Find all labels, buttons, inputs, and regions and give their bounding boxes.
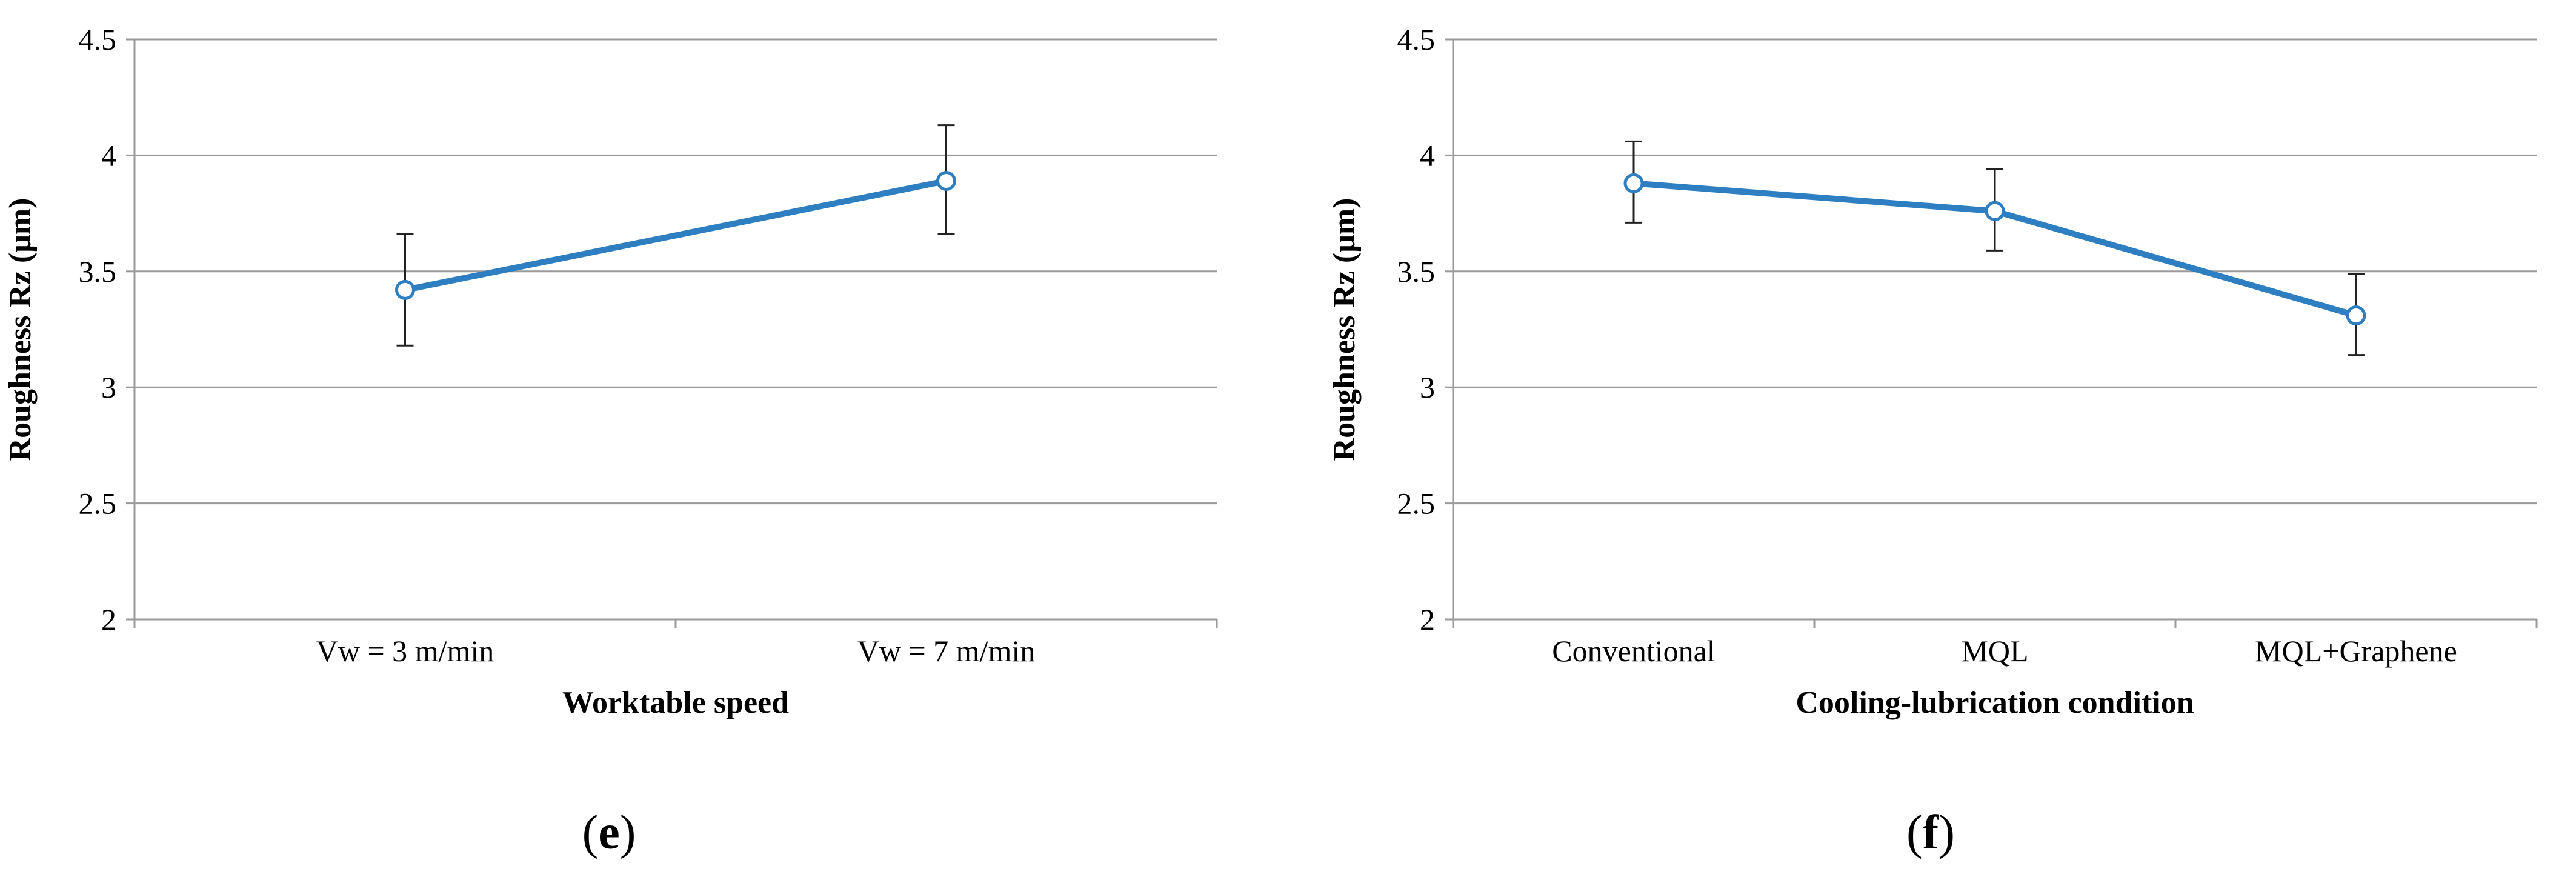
- x-tick-label: Vw = 7 m/min: [857, 634, 1035, 668]
- y-tick-label: 3: [101, 370, 116, 404]
- panel-label-letter: e: [598, 806, 620, 859]
- chart-panel-e: 2 2.5 3 3.5 4 4.5 Vw = 3 m/min Vw = 7 m/min Work…: [3, 22, 1218, 859]
- y-tick-label: 3.5: [1397, 255, 1436, 288]
- data-point: [1985, 201, 2005, 221]
- x-tick-label: MQL+Graphene: [2255, 634, 2457, 668]
- x-tick-label: Conventional: [1552, 634, 1715, 668]
- panel-label-letter: f: [1923, 806, 1940, 859]
- y-tick-label: 2: [1420, 602, 1435, 636]
- chart-panel-f: 2 2.5 3 3.5 4 4.5 Conventional MQL MQL+Graphene C…: [1327, 22, 2538, 859]
- series-line: [404, 178, 947, 293]
- y-tick-label: 4.5: [1397, 22, 1436, 56]
- y-axis-title: Roughness Rz (μm): [3, 198, 38, 461]
- x-tick-label: Vw = 3 m/min: [316, 634, 494, 668]
- panel-label: (e): [582, 806, 636, 859]
- y-tick-label: 4: [1420, 138, 1435, 172]
- y-tick-label: 2.5: [79, 487, 117, 521]
- y-tick-label: 2.5: [1397, 487, 1436, 521]
- x-axis-title: Worktable speed: [562, 685, 789, 720]
- y-tick-label: 4.5: [79, 22, 117, 56]
- y-tick-label: 2: [101, 602, 116, 636]
- x-tick-label: MQL: [1961, 634, 2028, 668]
- panel-label: (f): [1906, 806, 1955, 859]
- data-point: [2346, 305, 2366, 326]
- x-axis-title: Cooling-lubrication condition: [1796, 685, 2194, 720]
- y-tick-label: 4: [101, 138, 116, 172]
- y-tick-label: 3.5: [79, 255, 117, 288]
- data-point: [395, 279, 415, 300]
- data-point: [1623, 173, 1644, 193]
- data-point: [936, 171, 956, 192]
- y-axis-title: Roughness Rz (μm): [1327, 198, 1362, 461]
- y-tick-label: 3: [1420, 370, 1435, 404]
